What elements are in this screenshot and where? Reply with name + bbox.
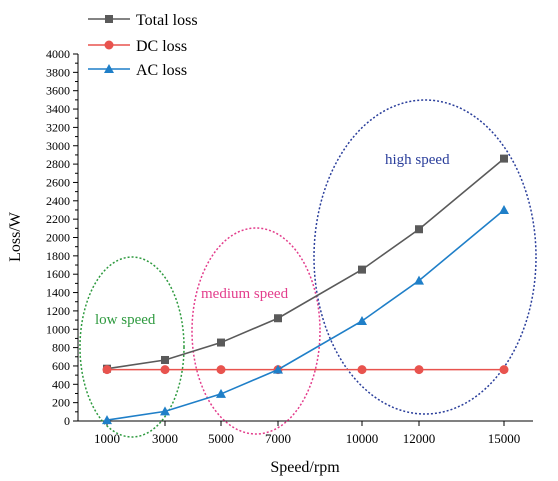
high-speed-region (313, 99, 537, 415)
data-point-ac-loss (160, 406, 170, 416)
x-tick-label: 10000 (346, 431, 379, 446)
series-line-total-loss (106, 157, 505, 370)
y-tick-label: 4000 (46, 47, 70, 61)
y-tick-label: 200 (52, 396, 70, 410)
y-tick-label: 1800 (46, 249, 70, 263)
legend-marker-total-loss (105, 15, 113, 23)
legend-marker-ac-loss (104, 64, 114, 73)
annotation-low-speed: low speed (95, 312, 156, 328)
legend: Total loss DC loss AC loss (88, 12, 198, 79)
data-point-total-loss (415, 225, 423, 234)
data-point-dc-loss (216, 365, 226, 375)
annotation-high-speed: high speed (385, 152, 450, 168)
y-tick-label: 3000 (46, 139, 70, 153)
y-axis-ticks: 0 200 400 600 800 1000 1200 1400 1600 1800 2000 220… (46, 47, 78, 428)
y-tick-label: 3600 (46, 84, 70, 98)
y-tick-label: 2800 (46, 157, 70, 171)
data-point-dc-loss (160, 365, 170, 375)
y-tick-label: 2000 (46, 231, 70, 245)
legend-label-ac-loss: AC loss (136, 62, 187, 79)
data-point-total-loss (358, 265, 366, 274)
data-point-ac-loss (414, 275, 424, 285)
y-tick-label: 0 (64, 414, 70, 428)
x-tick-label: 1000 (94, 431, 120, 446)
y-tick-label: 1400 (46, 286, 70, 300)
data-point-ac-loss (499, 204, 509, 214)
x-tick-label: 3000 (152, 431, 178, 446)
low-speed-region (79, 256, 185, 438)
y-tick-label: 3800 (46, 65, 70, 79)
x-tick-label: 15000 (488, 431, 521, 446)
y-tick-label: 3400 (46, 102, 70, 116)
legend-label-dc-loss: DC loss (136, 38, 187, 55)
legend-marker-dc-loss (104, 40, 114, 50)
x-tick-label: 12000 (403, 431, 436, 446)
y-tick-label: 600 (52, 359, 70, 373)
data-point-total-loss (274, 314, 282, 323)
y-tick-label: 800 (52, 341, 70, 355)
y-tick-label: 2200 (46, 212, 70, 226)
data-point-ac-loss (102, 415, 112, 425)
data-point-dc-loss (499, 365, 509, 375)
y-axis-label: Loss/W (7, 211, 24, 262)
x-axis-ticks: 1000 3000 5000 7000 10000 12000 15000 (94, 421, 520, 446)
data-point-dc-loss (414, 365, 424, 375)
data-point-total-loss (161, 355, 169, 364)
medium-speed-region (191, 227, 321, 435)
x-tick-label: 5000 (208, 431, 234, 446)
series-layer (102, 154, 509, 425)
data-point-total-loss (500, 154, 508, 163)
data-point-ac-loss (216, 388, 226, 398)
y-tick-label: 1000 (46, 322, 70, 336)
data-point-total-loss (217, 338, 225, 347)
x-axis-label: Speed/rpm (270, 459, 340, 476)
data-point-dc-loss (102, 365, 112, 375)
y-tick-label: 1200 (46, 304, 70, 318)
data-point-ac-loss (273, 364, 283, 374)
series-line-ac-loss (106, 209, 505, 421)
y-tick-label: 3200 (46, 120, 70, 134)
y-tick-label: 1600 (46, 267, 70, 281)
legend-label-total-loss: Total loss (136, 12, 198, 29)
x-tick-label: 7000 (265, 431, 291, 446)
annotation-medium-speed: medium speed (201, 286, 289, 302)
data-point-ac-loss (357, 315, 367, 325)
y-tick-label: 400 (52, 377, 70, 391)
y-tick-label: 2600 (46, 175, 70, 189)
data-point-dc-loss (357, 365, 367, 375)
y-tick-label: 2400 (46, 194, 70, 208)
